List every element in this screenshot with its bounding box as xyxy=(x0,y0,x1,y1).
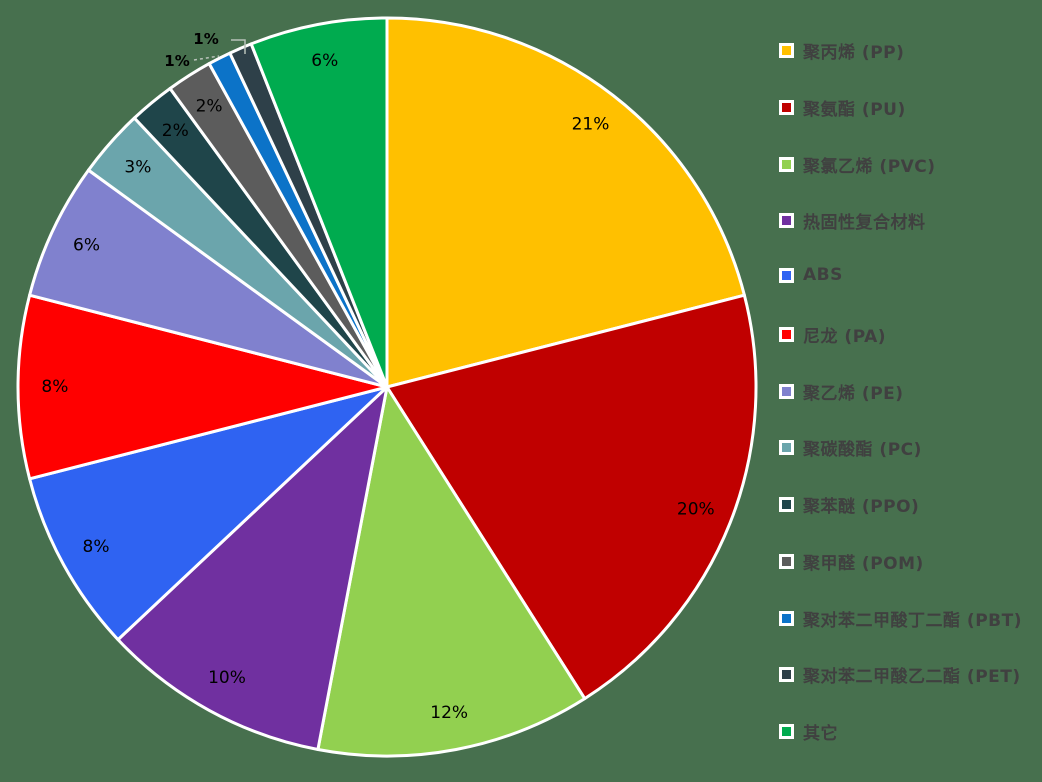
pie-slice-label: 1% xyxy=(193,30,218,48)
legend-item: 聚氯乙烯 (PVC) xyxy=(779,152,936,177)
legend-label: 聚氯乙烯 (PVC) xyxy=(803,156,936,177)
pie-slice-label: 6% xyxy=(73,236,100,256)
legend-item: 尼龙 (PA) xyxy=(779,322,886,347)
pie-slice-label: 20% xyxy=(677,499,715,519)
legend-label: 聚苯醚 (PPO) xyxy=(803,497,920,517)
legend-item: 聚甲醛 (POM) xyxy=(779,549,924,574)
pie-slice-label: 12% xyxy=(430,703,468,723)
legend-label: 聚丙烯 (PP) xyxy=(803,43,905,63)
legend-swatch xyxy=(779,99,794,115)
pie-slice-label: 21% xyxy=(572,115,610,135)
pie-slice xyxy=(385,16,746,389)
legend-item: 聚丙烯 (PP) xyxy=(779,38,904,63)
legend-label: 聚乙烯 (PE) xyxy=(803,383,904,404)
pie-slice-label: 8% xyxy=(83,537,110,557)
pie-slice-label: 2% xyxy=(162,121,189,141)
legend-item: 聚对苯二甲酸丁二酯 (PBT) xyxy=(779,606,1022,631)
pie-slice xyxy=(28,385,389,642)
pie-slice xyxy=(249,16,389,389)
legend-label: 聚对苯二甲酸丁二酯 (PBT) xyxy=(803,610,1022,631)
legend-item: 聚乙烯 (PE) xyxy=(779,379,904,404)
pie-chart: 21% 20% 12% 10% 8% 8% 6% 3% 2% 2% 1%1% 6% xyxy=(16,16,758,758)
pie-slice-label: 3% xyxy=(124,157,151,177)
legend-item: ABS xyxy=(779,265,843,285)
chart-legend: 聚丙烯 (PP) 聚氨酯 (PU) 聚氯乙烯 (PVC) 热固性复合材料 ABS 尼龙 (… xyxy=(779,0,1039,782)
label-leader-line xyxy=(193,55,220,61)
legend-label: 尼龙 (PA) xyxy=(803,326,887,347)
legend-swatch xyxy=(779,440,794,456)
legend-swatch xyxy=(779,553,794,569)
legend-label: 聚对苯二甲酸乙二酯 (PET) xyxy=(803,667,1021,688)
legend-label: 热固性复合材料 xyxy=(803,213,926,234)
legend-label: 聚甲醛 (POM) xyxy=(803,553,924,574)
legend-swatch xyxy=(779,213,794,229)
legend-swatch xyxy=(779,667,794,683)
legend-swatch xyxy=(779,43,794,58)
pie-slice xyxy=(16,293,389,481)
pie-slice-label: 6% xyxy=(311,51,338,71)
legend-swatch xyxy=(779,610,794,626)
pie-slice-label: 1% xyxy=(164,52,189,70)
legend-swatch xyxy=(779,326,794,342)
legend-label: 聚碳酸酯 (PC) xyxy=(803,440,922,461)
legend-item: 聚氨酯 (PU) xyxy=(779,95,906,120)
pie-slice-label: 2% xyxy=(196,97,223,117)
pie-slice xyxy=(116,385,389,751)
legend-label: ABS xyxy=(803,265,843,285)
legend-item: 其它 xyxy=(779,719,838,744)
legend-swatch xyxy=(779,383,794,399)
legend-item: 聚碳酸酯 (PC) xyxy=(779,435,922,460)
legend-swatch xyxy=(779,724,794,739)
pie-slice xyxy=(316,385,587,758)
legend-label: 聚氨酯 (PU) xyxy=(803,99,906,120)
pie-slice xyxy=(28,168,389,389)
label-leader-line xyxy=(231,39,246,54)
legend-item: 聚苯醚 (PPO) xyxy=(779,492,919,517)
legend-swatch xyxy=(779,267,794,283)
pie-slice-label: 10% xyxy=(208,668,246,688)
legend-swatch xyxy=(779,156,794,172)
pie-slice xyxy=(385,293,758,701)
legend-item: 热固性复合材料 xyxy=(779,208,926,233)
legend-swatch xyxy=(779,497,794,512)
legend-item: 聚对苯二甲酸乙二酯 (PET) xyxy=(779,662,1021,687)
pie-slice-label: 8% xyxy=(41,377,68,397)
legend-label: 其它 xyxy=(803,724,838,744)
